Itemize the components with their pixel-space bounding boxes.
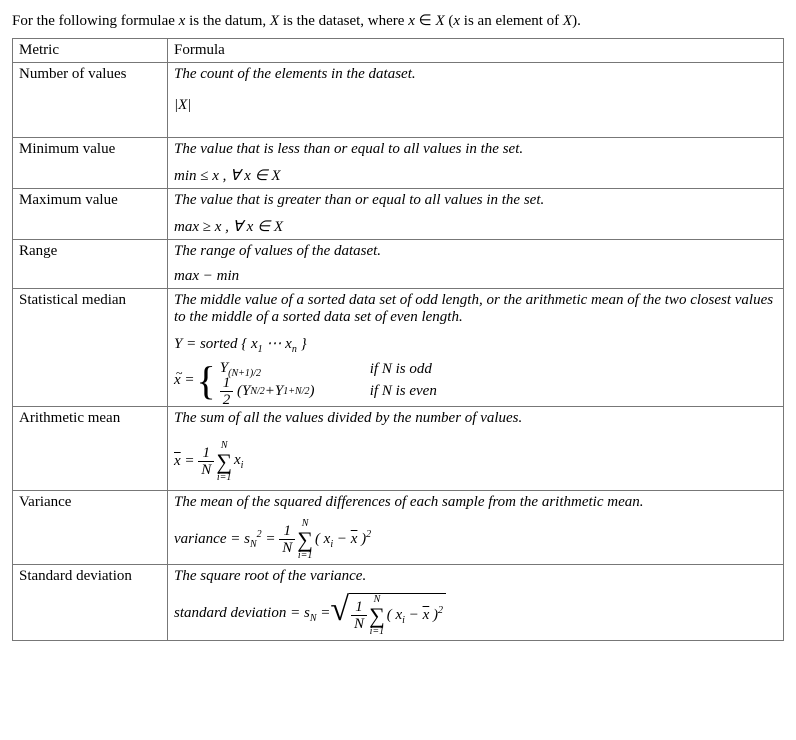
formula-cell: The middle value of a sorted data set of… — [168, 288, 784, 406]
table-row: Standard deviation The square root of th… — [13, 564, 784, 640]
metric-cell: Maximum value — [13, 188, 168, 239]
metric-cell: Minimum value — [13, 137, 168, 188]
metric-desc: The value that is less than or equal to … — [174, 141, 777, 158]
table-row: Arithmetic mean The sum of all the value… — [13, 406, 784, 490]
table-row: Maximum value The value that is greater … — [13, 188, 784, 239]
metric-desc: The square root of the variance. — [174, 568, 777, 585]
metric-desc: The count of the elements in the dataset… — [174, 66, 777, 83]
header-metric: Metric — [13, 38, 168, 62]
case-even-cond: if N is even — [370, 383, 437, 400]
metric-desc: The middle value of a sorted data set of… — [174, 292, 777, 326]
formula: variance = sN2 = 1N N∑i=1 ( xi − x )2 — [174, 519, 371, 561]
case-even-expr: 12 ( YN/2 + Y1+N/2 ) — [220, 375, 370, 409]
median-cases: x = { Y(N+1)/2 if N is odd 12 ( YN/2 + Y… — [174, 359, 777, 403]
formula-cell: The range of values of the dataset. max … — [168, 239, 784, 288]
metric-desc: The mean of the squared differences of e… — [174, 494, 777, 511]
intro-text: For the following formulae x is the datu… — [12, 12, 784, 32]
metrics-table: Metric Formula Number of values The coun… — [12, 38, 784, 641]
metric-cell: Range — [13, 239, 168, 288]
metric-desc: The sum of all the values divided by the… — [174, 410, 777, 427]
formula: max − min — [174, 268, 777, 285]
formula-cell: The square root of the variance. standar… — [168, 564, 784, 640]
table-row: Range The range of values of the dataset… — [13, 239, 784, 288]
formula: |X| — [174, 97, 777, 114]
metric-cell: Number of values — [13, 62, 168, 137]
formula-cell: The mean of the squared differences of e… — [168, 490, 784, 564]
formula: min ≤ x , ∀ x ∈ X — [174, 166, 777, 185]
formula-cell: The sum of all the values divided by the… — [168, 406, 784, 490]
table-header-row: Metric Formula — [13, 38, 784, 62]
formula-cell: The value that is less than or equal to … — [168, 137, 784, 188]
formula: max ≥ x , ∀ x ∈ X — [174, 217, 777, 236]
table-row: Variance The mean of the squared differe… — [13, 490, 784, 564]
formula-sorted: Y = sorted { x1 ⋯ xn } — [174, 334, 777, 355]
case-odd-cond: if N is odd — [370, 361, 432, 378]
metric-cell: Statistical median — [13, 288, 168, 406]
formula-cell: The value that is greater than or equal … — [168, 188, 784, 239]
metric-cell: Standard deviation — [13, 564, 168, 640]
metric-cell: Variance — [13, 490, 168, 564]
formula: x = 1N N∑i=1 xi — [174, 441, 243, 483]
table-row: Number of values The count of the elemen… — [13, 62, 784, 137]
metric-desc: The range of values of the dataset. — [174, 243, 777, 260]
table-row: Statistical median The middle value of a… — [13, 288, 784, 406]
metric-cell: Arithmetic mean — [13, 406, 168, 490]
formula-cell: The count of the elements in the dataset… — [168, 62, 784, 137]
metric-desc: The value that is greater than or equal … — [174, 192, 777, 209]
table-row: Minimum value The value that is less tha… — [13, 137, 784, 188]
header-formula: Formula — [168, 38, 784, 62]
formula: standard deviation = sN = √ 1N N∑i=1 ( x… — [174, 593, 446, 637]
